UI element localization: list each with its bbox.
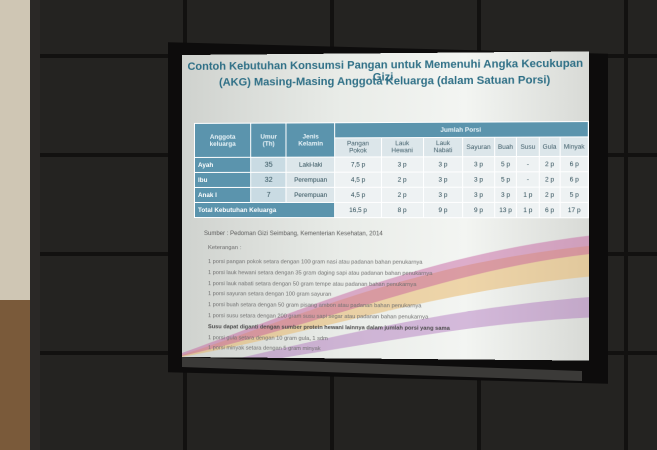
row-name: Ibu [194,172,250,187]
row-name: Ayah [194,157,250,172]
slide-title-line2: (AKG) Masing-Masing Anggota Keluarga (da… [182,74,589,89]
col-header: Susu [517,137,539,156]
total-row: Total Kebutuhan Keluarga 16,5 p 8 p 9 p … [194,202,588,217]
table-cell: 2 p [539,156,560,171]
note-item: 1 porsi pangan pokok setara dengan 100 g… [208,257,450,269]
total-cell: 13 p [494,202,517,217]
row-name: Anak I [194,187,250,202]
total-cell: 1 p [517,202,539,217]
row-age: 35 [251,157,286,172]
header-sex: Jenis Kelamin [286,123,335,157]
table-row: Anak I 7 Perempuan 4,5 p 2 p 3 p 3 p 3 p… [194,187,588,202]
total-cell: 9 p [463,202,494,217]
row-age: 32 [251,172,286,187]
col-header: Minyak [560,137,588,157]
col-header: Pangan Pokok [335,138,381,157]
portion-table: Anggota keluarga Umur (Th) Jenis Kelamin… [194,121,589,218]
row-sex: Laki-laki [286,157,335,172]
table-cell: 2 p [381,172,423,187]
row-sex: Perempuan [286,172,335,187]
total-cell: 6 p [539,202,560,217]
table-cell: 2 p [539,187,560,202]
table-cell: 4,5 p [335,172,381,187]
table-row: Ibu 32 Perempuan 4,5 p 2 p 3 p 3 p 5 p -… [194,172,588,188]
row-sex: Perempuan [286,187,335,202]
table-cell: 5 p [494,157,517,172]
col-header: Sayuran [463,137,494,156]
total-cell: 9 p [423,202,463,217]
col-header: Gula [539,137,560,156]
table-cell: 5 p [560,187,588,202]
table-cell: 3 p [463,157,494,172]
table-cell: 3 p [494,187,517,202]
row-age: 7 [251,187,286,202]
table-cell: 2 p [539,172,560,187]
col-header: Lauk Nabati [423,137,463,156]
note-item: 1 porsi minyak setara dengan 5 gram miny… [208,344,450,357]
header-member: Anggota keluarga [194,123,250,157]
source-text: Sumber : Pedoman Gizi Seimbang, Kementer… [204,231,383,237]
col-header: Buah [494,137,517,156]
table-cell: 1 p [517,187,539,202]
table-cell: - [517,156,539,171]
header-age: Umur (Th) [251,123,286,157]
keterangan-label: Keterangan : [208,245,241,251]
wooden-door [0,300,30,450]
total-cell: 17 p [560,202,588,217]
col-header: Lauk Hewani [381,138,423,157]
table-cell: 5 p [494,172,517,187]
table-cell: 6 p [560,156,588,171]
table-cell: 3 p [423,157,463,172]
table-cell: 3 p [463,172,494,187]
table-cell: 4,5 p [335,187,381,202]
table-cell: 7,5 p [335,157,381,172]
table-cell: 6 p [560,172,588,187]
table-row: Ayah 35 Laki-laki 7,5 p 3 p 3 p 3 p 5 p … [194,156,588,172]
notes-list: 1 porsi pangan pokok setara dengan 100 g… [208,257,450,356]
table-cell: 2 p [381,187,423,202]
projection-screen: Contoh Kebutuhan Konsumsi Pangan untuk M… [182,51,589,360]
header-portion: Jumlah Porsi [335,122,588,138]
table-cell: 3 p [381,157,423,172]
table-cell: 3 p [423,187,463,202]
total-cell: 16,5 p [335,202,381,217]
table-cell: 3 p [423,172,463,187]
table-cell: - [517,172,539,187]
table-cell: 3 p [463,187,494,202]
note-item: 1 porsi lauk hewani setara dengan 35 gra… [208,268,450,280]
total-label: Total Kebutuhan Keluarga [194,202,334,217]
total-cell: 8 p [381,202,423,217]
